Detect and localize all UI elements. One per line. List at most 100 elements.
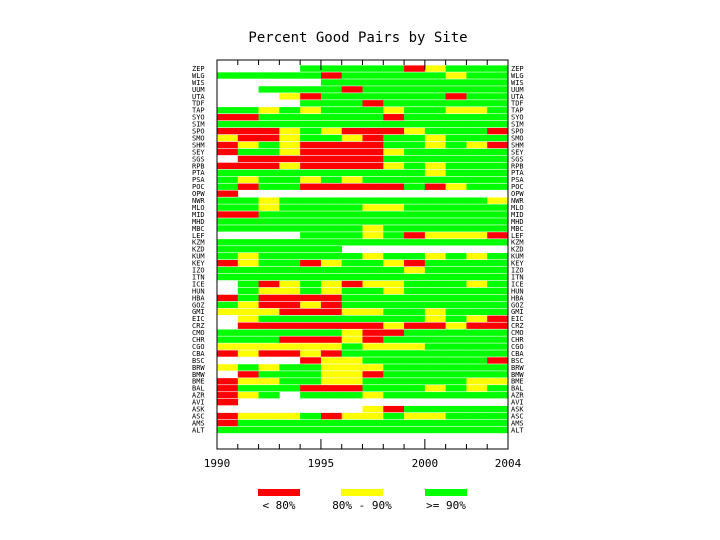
heatmap-cell <box>445 127 467 135</box>
heatmap-cell <box>383 127 405 135</box>
heatmap-cell <box>279 225 301 232</box>
heatmap-cell <box>466 162 488 170</box>
heatmap-cell <box>383 378 405 385</box>
heatmap-cell <box>279 183 301 190</box>
heatmap-cell <box>237 350 259 357</box>
heatmap-cell <box>279 294 301 302</box>
heatmap-cell <box>279 169 301 176</box>
heatmap-cell <box>362 308 384 315</box>
heatmap-cell <box>362 329 384 336</box>
heatmap-cell <box>362 211 384 218</box>
site-label: TDF <box>192 100 205 108</box>
heatmap-cell <box>404 107 426 114</box>
heatmap-cell <box>237 364 259 371</box>
heatmap-cell <box>341 294 363 302</box>
heatmap-cell <box>279 260 301 267</box>
heatmap-cell <box>445 253 467 260</box>
heatmap-cell <box>404 315 426 322</box>
site-label: KZM <box>511 239 524 247</box>
heatmap-cell <box>300 197 322 204</box>
heatmap-cell <box>445 405 467 413</box>
heatmap-cell <box>466 364 488 371</box>
heatmap-cell <box>320 72 343 79</box>
heatmap-cell <box>300 343 322 350</box>
heatmap-cell <box>258 114 280 121</box>
heatmap-cell <box>362 253 384 260</box>
heatmap-cell <box>383 329 405 336</box>
heatmap-cell <box>258 385 280 392</box>
heatmap-cell <box>320 246 343 253</box>
heatmap-cell <box>404 114 426 121</box>
heatmap-cell <box>404 412 426 420</box>
heatmap-cell <box>424 405 446 413</box>
heatmap-cell <box>383 301 405 309</box>
legend-swatch <box>425 489 467 496</box>
heatmap-cell <box>383 183 405 190</box>
heatmap-cell <box>320 162 343 170</box>
heatmap-cell <box>445 225 467 232</box>
site-label: GOZ <box>192 301 205 309</box>
site-label: UUM <box>511 86 524 94</box>
heatmap-cell <box>258 378 280 385</box>
heatmap-cell <box>362 107 384 114</box>
heatmap-cell <box>404 419 426 427</box>
site-label: BME <box>192 378 205 386</box>
heatmap-cell <box>300 336 322 343</box>
heatmap-cell <box>258 287 280 295</box>
heatmap-cell <box>258 121 280 128</box>
site-label: UUM <box>192 86 205 94</box>
heatmap-cell <box>445 176 467 183</box>
heatmap-cell <box>362 371 384 378</box>
heatmap-cell <box>320 364 343 371</box>
heatmap-cell <box>341 86 363 93</box>
heatmap-cell <box>487 121 509 128</box>
heatmap-cell <box>466 86 488 93</box>
heatmap-cell <box>217 273 239 281</box>
heatmap-cell <box>445 204 467 211</box>
site-label: CGO <box>192 343 205 351</box>
heatmap-cell <box>279 218 301 225</box>
heatmap-cell <box>258 86 280 93</box>
heatmap-cell <box>237 308 259 315</box>
heatmap-cell <box>279 107 301 114</box>
site-label: CMO <box>192 329 205 337</box>
heatmap-cell <box>487 204 509 211</box>
heatmap-cell <box>424 412 446 420</box>
heatmap-cell <box>237 301 259 309</box>
heatmap-cell <box>237 412 259 420</box>
heatmap-cell <box>279 371 301 378</box>
heatmap-cell <box>383 343 405 350</box>
heatmap-cell <box>300 127 322 135</box>
heatmap-cell <box>466 107 488 114</box>
heatmap-cell <box>279 211 301 218</box>
heatmap-cell <box>404 121 426 128</box>
heatmap-cell <box>217 134 239 142</box>
heatmap-cell <box>445 336 467 343</box>
heatmap-cell <box>320 134 343 142</box>
heatmap-cell <box>424 343 446 350</box>
heatmap-cell <box>258 141 280 149</box>
heatmap-cell <box>404 79 426 86</box>
heatmap-cell <box>237 183 259 190</box>
heatmap-cell <box>320 357 343 364</box>
heatmap-cell <box>258 225 280 232</box>
heatmap-cell <box>424 253 446 260</box>
heatmap-cell <box>424 86 446 93</box>
heatmap-cell <box>362 357 384 364</box>
heatmap-cell <box>487 100 509 107</box>
heatmap-cell <box>383 273 405 281</box>
heatmap-cell <box>341 266 363 274</box>
heatmap-cell <box>362 218 384 225</box>
site-label: NWR <box>511 197 524 205</box>
site-label: MLO <box>192 204 205 212</box>
site-label: SGS <box>511 155 524 163</box>
heatmap-cell <box>362 412 384 420</box>
heatmap-cell <box>362 343 384 350</box>
heatmap-cell <box>237 287 259 295</box>
heatmap-cell <box>217 266 239 274</box>
heatmap-cell <box>445 426 467 434</box>
site-label: GOZ <box>511 301 524 309</box>
site-label: ASK <box>192 406 205 414</box>
site-label: SYO <box>192 114 205 122</box>
heatmap-cell <box>300 294 322 302</box>
